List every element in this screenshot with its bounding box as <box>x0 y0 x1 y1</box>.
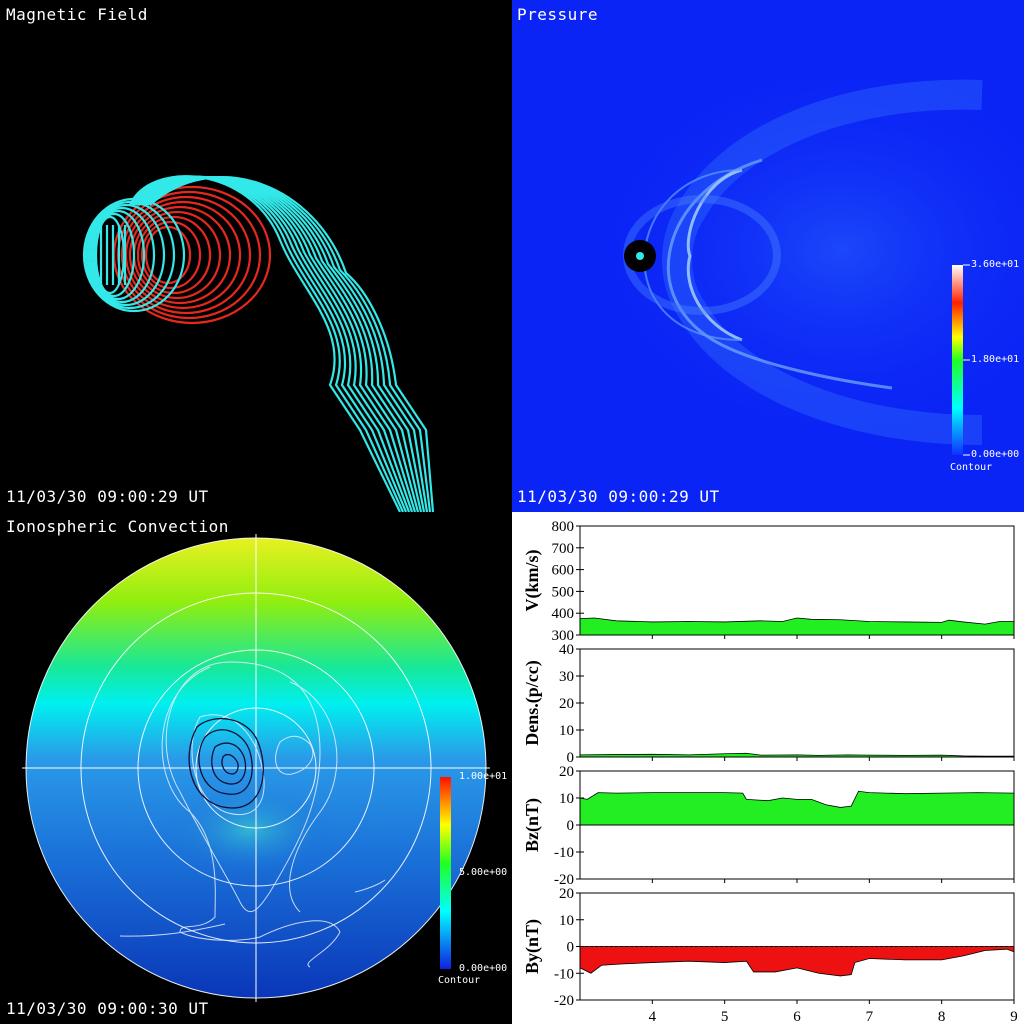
magnetic-field-panel: Magnetic Field 11/03/30 09:00:29 UT <box>0 0 512 512</box>
y-tick-label: 500 <box>552 584 575 600</box>
closed-field-line <box>128 205 232 305</box>
pressure-colorbar-min: 0.00e+00 <box>971 449 1020 460</box>
y-tick-label: 10 <box>559 791 574 807</box>
ionosphere-title: Ionospheric Convection <box>6 517 229 536</box>
pressure-colorbar-mid: 1.80e+01 <box>971 354 1020 365</box>
y-tick-label: 800 <box>552 519 575 535</box>
y-axis-label: By(nT) <box>522 919 543 974</box>
y-tick-label: 40 <box>559 642 574 658</box>
solar-wind-chart-panel: 800 700 600 500 400 300 V(km/s) 40 30 20 10 0 Dens.(… <box>512 512 1024 1024</box>
ionosphere-colorbar-mid: 5.00e+00 <box>459 867 508 878</box>
magnetic-field-lines <box>82 175 435 512</box>
series-area <box>579 752 1015 758</box>
pressure-map <box>582 50 1024 456</box>
y-tick-label: -20 <box>554 872 574 888</box>
y-axis-label: V(km/s) <box>522 549 543 611</box>
magnetosheath-glow <box>582 50 1024 450</box>
x-tick-label: 6 <box>793 1009 801 1024</box>
ionosphere-colorbar-max: 1.00e+01 <box>459 771 508 782</box>
pressure-panel: 3.60e+01 1.80e+01 0.00e+00 Contour Press… <box>512 0 1024 512</box>
x-tick-label: 8 <box>938 1009 946 1024</box>
y-tick-label: 20 <box>559 886 574 902</box>
ionosphere-map <box>22 534 490 1002</box>
closed-field-line <box>140 220 202 290</box>
y-tick-label: 0 <box>567 818 575 834</box>
magnetic-field-title: Magnetic Field <box>6 5 148 24</box>
pressure-timestamp: 11/03/30 09:00:29 UT <box>517 487 720 506</box>
pressure-colorbar-caption: Contour <box>950 462 993 473</box>
earth-core <box>636 252 644 260</box>
magnetosheath-band <box>662 79 983 445</box>
ionosphere-colorbar-min: 0.00e+00 <box>459 963 508 974</box>
y-tick-label: 10 <box>559 913 574 929</box>
plot-frame <box>579 648 1015 758</box>
y-tick-label: 300 <box>552 628 575 644</box>
y-axis-label: Dens.(p/cc) <box>522 660 543 745</box>
series-area <box>579 617 1015 636</box>
magnetic-field-timestamp: 11/03/30 09:00:29 UT <box>6 487 209 506</box>
dayside-field-line <box>84 200 176 310</box>
x-tick-label: 9 <box>1010 1009 1018 1024</box>
x-tick-label: 5 <box>721 1009 729 1024</box>
potential-contours <box>119 661 386 968</box>
series-area <box>579 790 1015 826</box>
y-tick-label: 30 <box>559 669 574 685</box>
open-field-line <box>132 175 408 512</box>
pressure-title: Pressure <box>517 5 599 24</box>
dayside-field-line <box>88 206 156 304</box>
potential-contours-dark <box>188 717 264 809</box>
y-tick-label: -20 <box>554 993 574 1009</box>
open-field-line <box>149 176 435 512</box>
y-tick-label: -10 <box>554 966 574 982</box>
series-area <box>579 946 1015 977</box>
y-tick-label: -10 <box>554 845 574 861</box>
y-tick-label: 20 <box>559 764 574 780</box>
y-tick-label: 10 <box>559 723 574 739</box>
pressure-colorbar-max: 3.60e+01 <box>971 259 1020 270</box>
dayside-field-line <box>90 209 146 301</box>
y-tick-label: 20 <box>559 696 574 712</box>
y-tick-label: 600 <box>552 563 575 579</box>
ionosphere-colorbar-caption: Contour <box>438 975 481 986</box>
solar-wind-stacked-chart: 800700600500400300V(km/s)403020100Dens.(… <box>522 519 1018 1024</box>
y-axis-label: Bz(nT) <box>522 798 543 852</box>
y-tick-label: 400 <box>552 606 575 622</box>
x-tick-label: 4 <box>649 1009 657 1024</box>
x-tick-label: 7 <box>866 1009 874 1024</box>
y-tick-label: 0 <box>567 940 575 956</box>
ionospheric-convection-panel: 1.00e+01 5.00e+00 0.00e+00 Contour Ionos… <box>0 512 512 1024</box>
y-tick-label: 0 <box>567 750 575 766</box>
ionosphere-timestamp: 11/03/30 09:00:30 UT <box>6 999 209 1018</box>
y-tick-label: 700 <box>552 541 575 557</box>
ionosphere-colorbar <box>440 777 451 969</box>
bow-shock <box>686 168 743 342</box>
closed-field-line <box>120 195 252 315</box>
pressure-colorbar <box>952 265 963 455</box>
convection-blob <box>170 785 330 875</box>
closed-field-line <box>136 215 212 295</box>
dayside-field-line <box>86 203 166 307</box>
